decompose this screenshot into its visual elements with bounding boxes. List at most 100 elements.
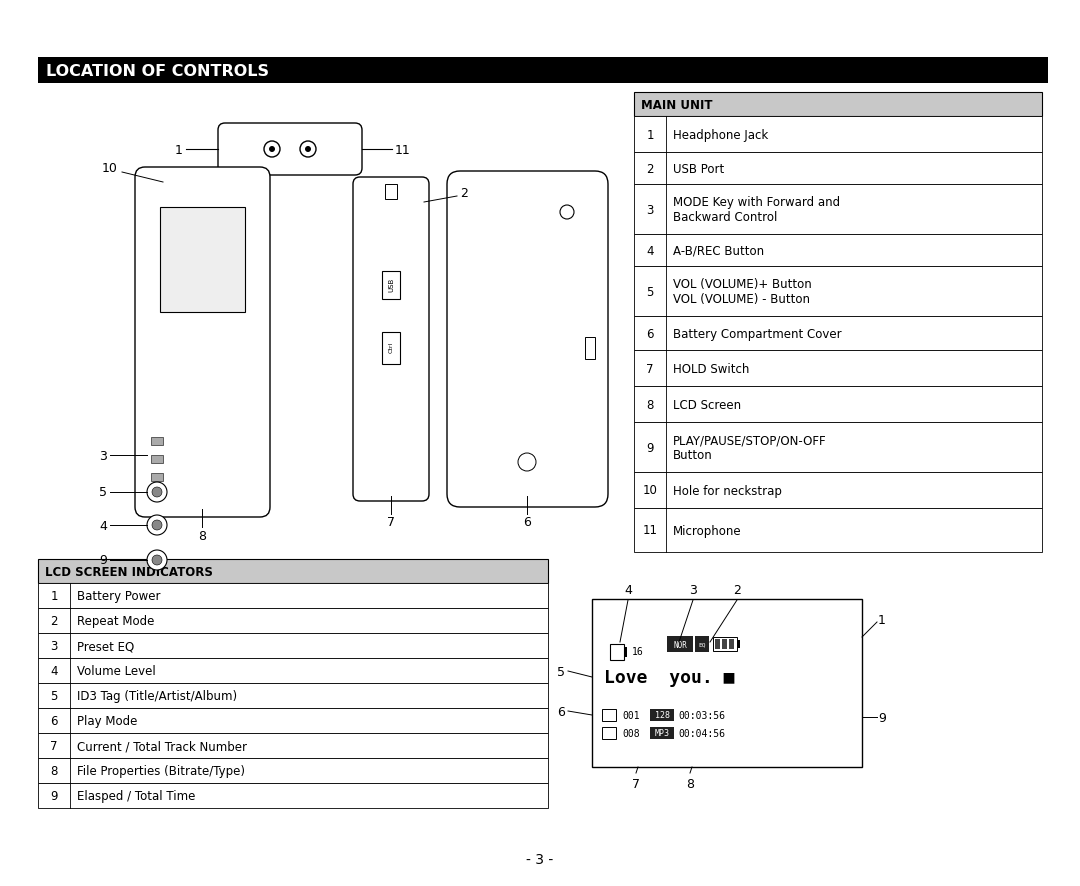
Text: 5: 5	[646, 285, 653, 299]
Text: - 3 -: - 3 -	[526, 852, 554, 866]
Circle shape	[269, 147, 275, 152]
Text: NOR: NOR	[673, 640, 687, 649]
Text: Hole for neckstrap: Hole for neckstrap	[673, 484, 782, 497]
Bar	[729, 640, 734, 649]
Bar	[634, 316, 1042, 351]
Text: 00:03:56: 00:03:56	[678, 711, 725, 720]
Text: Battery Compartment Cover: Battery Compartment Cover	[673, 327, 841, 340]
Text: 3: 3	[51, 640, 57, 652]
Text: 7: 7	[387, 516, 395, 529]
Bar	[634, 117, 1042, 152]
Bar	[737, 641, 740, 649]
Text: 001: 001	[622, 711, 639, 720]
Bar	[667, 636, 693, 652]
Text: 8: 8	[646, 398, 653, 411]
Text: VOL (VOLUME)+ Button
VOL (VOLUME) - Button: VOL (VOLUME)+ Button VOL (VOLUME) - Butt…	[673, 277, 812, 306]
Text: LOCATION OF CONTROLS: LOCATION OF CONTROLS	[46, 64, 269, 79]
Text: 6: 6	[557, 704, 565, 718]
Text: 7: 7	[646, 362, 653, 375]
Text: Volume Level: Volume Level	[77, 664, 156, 677]
Text: 6: 6	[646, 327, 653, 340]
Text: LCD Screen: LCD Screen	[673, 398, 741, 411]
Text: 7: 7	[632, 777, 640, 790]
Bar	[38, 708, 548, 734]
Text: 2: 2	[646, 162, 653, 175]
Circle shape	[518, 454, 536, 471]
Text: 1: 1	[51, 589, 57, 602]
Text: 9: 9	[878, 711, 886, 724]
Text: 8: 8	[198, 529, 206, 542]
Text: 3: 3	[646, 203, 653, 216]
Bar	[602, 727, 616, 739]
Bar	[634, 185, 1042, 235]
Text: File Properties (Bitrate/Type): File Properties (Bitrate/Type)	[77, 764, 245, 777]
Circle shape	[147, 516, 167, 535]
Text: Repeat Mode: Repeat Mode	[77, 614, 154, 627]
Text: HOLD Switch: HOLD Switch	[673, 362, 750, 375]
Bar	[38, 683, 548, 708]
Bar	[151, 473, 163, 481]
Circle shape	[561, 206, 573, 220]
Circle shape	[300, 142, 316, 158]
Bar	[151, 438, 163, 446]
Bar	[38, 758, 548, 783]
Bar	[160, 207, 245, 313]
FancyBboxPatch shape	[218, 124, 362, 175]
Bar	[634, 351, 1042, 386]
Circle shape	[305, 147, 311, 152]
Text: 5: 5	[51, 689, 57, 703]
Text: 6: 6	[523, 516, 531, 529]
Text: 3: 3	[99, 449, 107, 462]
Bar	[592, 599, 862, 767]
Bar	[38, 583, 548, 609]
Text: 1: 1	[878, 613, 886, 626]
Circle shape	[264, 142, 280, 158]
Bar	[38, 609, 548, 633]
Text: 8: 8	[686, 777, 694, 790]
Text: 5: 5	[557, 664, 565, 678]
Text: 11: 11	[395, 144, 410, 156]
Text: MODE Key with Forward and
Backward Control: MODE Key with Forward and Backward Contr…	[673, 196, 840, 224]
Bar	[38, 734, 548, 758]
Text: LCD SCREEN INDICATORS: LCD SCREEN INDICATORS	[45, 565, 213, 578]
Text: Love  you. ■: Love you. ■	[604, 668, 734, 687]
Text: Current / Total Track Number: Current / Total Track Number	[77, 739, 247, 752]
Text: 1: 1	[646, 128, 653, 142]
Text: USB Port: USB Port	[673, 162, 725, 175]
Text: 128: 128	[654, 711, 670, 719]
Bar	[634, 152, 1042, 185]
Bar	[715, 640, 720, 649]
Bar	[38, 658, 548, 683]
Bar	[696, 636, 708, 652]
Circle shape	[147, 550, 167, 571]
Bar	[151, 455, 163, 463]
Text: Play Mode: Play Mode	[77, 714, 137, 727]
Bar	[38, 559, 548, 583]
Bar	[38, 783, 548, 808]
Text: 1: 1	[175, 144, 183, 156]
Bar	[634, 509, 1042, 552]
Bar	[38, 633, 548, 658]
Text: MAIN UNIT: MAIN UNIT	[642, 98, 713, 112]
Text: 4: 4	[624, 583, 632, 596]
Text: Ctrl: Ctrl	[389, 341, 393, 353]
Text: 00:04:56: 00:04:56	[678, 728, 725, 738]
FancyBboxPatch shape	[135, 167, 270, 517]
Text: Preset EQ: Preset EQ	[77, 640, 134, 652]
FancyBboxPatch shape	[447, 172, 608, 508]
Bar	[610, 644, 624, 660]
Bar	[602, 709, 616, 721]
Bar	[650, 709, 674, 721]
FancyBboxPatch shape	[353, 178, 429, 501]
Bar	[624, 648, 627, 657]
Text: 5: 5	[99, 486, 107, 499]
Circle shape	[152, 487, 162, 497]
Text: 7: 7	[51, 739, 57, 752]
Text: 4: 4	[646, 245, 653, 257]
Bar	[650, 727, 674, 739]
Text: 9: 9	[99, 554, 107, 567]
Bar	[38, 58, 1048, 84]
Text: 6: 6	[51, 714, 57, 727]
Text: 4: 4	[51, 664, 57, 677]
Text: Battery Power: Battery Power	[77, 589, 161, 602]
